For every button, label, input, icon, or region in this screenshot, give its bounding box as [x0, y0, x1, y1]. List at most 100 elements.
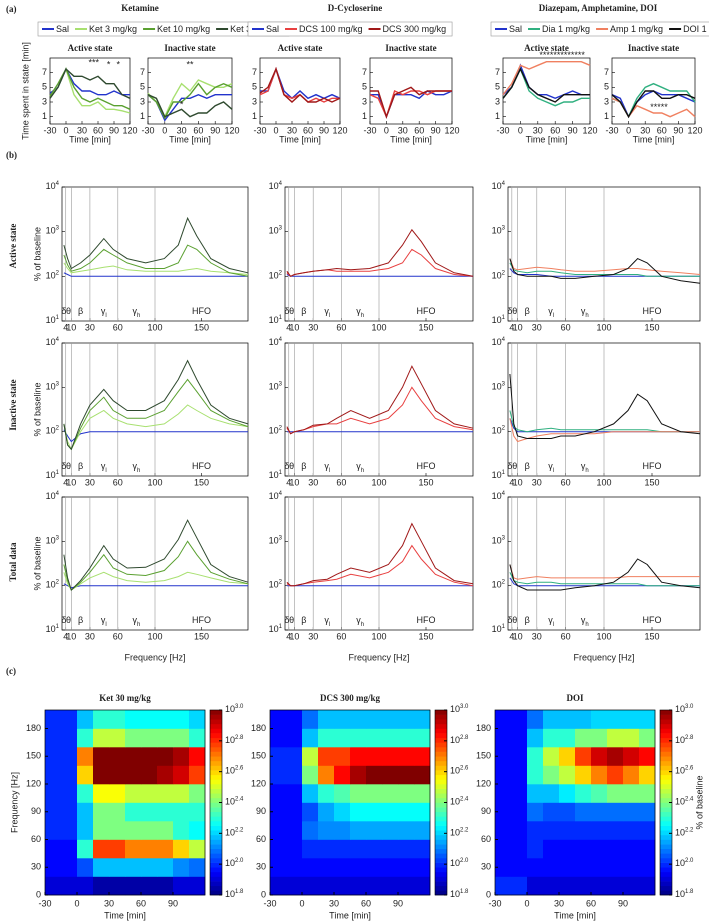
band-label: θ — [289, 306, 294, 316]
heatmap-cell — [157, 765, 174, 785]
heatmap-cell — [414, 747, 431, 766]
heatmap-cell — [173, 821, 190, 840]
band-subscript: l — [329, 468, 330, 474]
heatmap-cell — [511, 858, 528, 877]
heatmap-cell — [575, 821, 592, 840]
series-line — [147, 82, 233, 120]
y-tick-label: 103 — [46, 225, 60, 236]
band-symbol: HFO — [643, 461, 662, 471]
heatmap-cell — [559, 765, 576, 785]
colorbar-slice — [660, 788, 672, 794]
band-subscript: l — [329, 313, 330, 319]
y-tick-label-base: 10 — [492, 426, 502, 436]
colorbar-tick-label-exponent: 2.8 — [685, 734, 694, 740]
heatmap-cell — [109, 839, 126, 859]
heatmap-cell — [414, 802, 431, 822]
heatmap-cell — [623, 728, 640, 748]
colorbar-tick-label-base: 10 — [675, 889, 685, 899]
x-tick-label: 30 — [533, 125, 543, 135]
heatmap-cell — [382, 747, 399, 766]
colorbar-slice — [435, 844, 447, 850]
y-tick-label: 0 — [261, 889, 266, 899]
band-label: β — [525, 461, 530, 471]
y-tick-label: 1 — [495, 111, 500, 121]
heatmap-cell — [173, 858, 190, 877]
band-subscript: h — [361, 622, 364, 628]
band-label: θ — [512, 461, 517, 471]
y-tick-label: 150 — [251, 751, 266, 761]
y-tick-label: 30 — [481, 862, 491, 872]
heatmap-cell — [559, 784, 576, 803]
y-tick-label-exponent: 1 — [279, 470, 283, 476]
heatmap-cell — [495, 858, 512, 877]
y-tick-label-base: 10 — [269, 315, 279, 325]
y-tick-label: 60 — [256, 834, 266, 844]
band-symbol: θ — [66, 306, 71, 316]
heatmap-cell — [318, 710, 335, 729]
heatmap-cell — [302, 728, 319, 748]
colorbar-slice — [660, 811, 672, 817]
heatmap-cell — [334, 710, 351, 729]
band-label: δ — [507, 461, 512, 471]
heatmap-cell — [350, 784, 367, 803]
heatmap-cell — [302, 839, 319, 859]
x-axis-label: Time [min] — [329, 910, 371, 920]
colorbar-tick-label: 102.8 — [450, 734, 469, 745]
heatmap-cell — [398, 710, 415, 729]
colorbar-slice — [660, 890, 672, 896]
x-tick-label: 0 — [273, 125, 278, 135]
band-label: β — [301, 615, 306, 625]
colorbar-tick-label-base: 10 — [450, 766, 460, 776]
heatmap-cell — [173, 728, 190, 748]
heatmap-cell — [109, 858, 126, 877]
colorbar-slice — [435, 848, 447, 854]
heatmap-cell — [511, 876, 528, 896]
band-label: γh — [581, 306, 589, 318]
heatmap-cell — [511, 728, 528, 748]
band-subscript: h — [585, 622, 588, 628]
heatmap-cell — [173, 876, 190, 896]
heatmap-cell — [623, 710, 640, 729]
x-tick-label: 0 — [524, 898, 529, 908]
band-subscript: h — [585, 468, 588, 474]
y-tick-label: 104 — [269, 181, 283, 192]
heatmap-cell — [125, 747, 142, 766]
x-tick-label: 4 — [286, 322, 291, 332]
heatmap-cell — [141, 839, 158, 859]
colorbar-slice — [435, 876, 447, 882]
colorbar-slice — [435, 774, 447, 780]
band-label: δ — [61, 461, 66, 471]
colorbar-slice — [210, 871, 222, 877]
heatmap-cell — [511, 784, 528, 803]
heatmap-cell — [382, 728, 399, 748]
heatmap-cell — [125, 876, 142, 896]
x-axis-label: Time [min] — [69, 134, 111, 144]
y-tick-label: 5 — [140, 82, 145, 92]
heatmap-cell — [141, 784, 158, 803]
colorbar-slice — [660, 858, 672, 863]
x-tick-label: 30 — [532, 477, 542, 487]
heatmap-cell — [511, 710, 528, 729]
colorbar-tick-label: 101.8 — [225, 889, 244, 900]
heatmap-cell — [109, 802, 126, 822]
colorbar-slice — [210, 760, 222, 766]
band-subscript: l — [105, 622, 106, 628]
heatmap-cell — [495, 765, 512, 785]
series-line — [63, 571, 249, 591]
plot-frame — [49, 57, 131, 125]
heatmap-cell — [591, 876, 608, 896]
heatmap-cell — [366, 802, 383, 822]
colorbar-tick-label: 102.8 — [675, 734, 694, 745]
heatmap-cell — [527, 802, 544, 822]
heatmap-cell — [398, 765, 415, 785]
x-tick-label: 60 — [550, 125, 560, 135]
band-label: β — [525, 615, 530, 625]
x-tick-label: 150 — [644, 631, 659, 641]
colorbar-slice — [660, 821, 672, 826]
heatmap-cell — [527, 858, 544, 877]
heatmap-cell — [125, 765, 142, 785]
heatmap-cell — [125, 802, 142, 822]
colorbar-tick-label: 103.0 — [450, 704, 469, 715]
y-tick-label: 102 — [46, 579, 60, 590]
x-tick-label: -30 — [141, 125, 154, 135]
